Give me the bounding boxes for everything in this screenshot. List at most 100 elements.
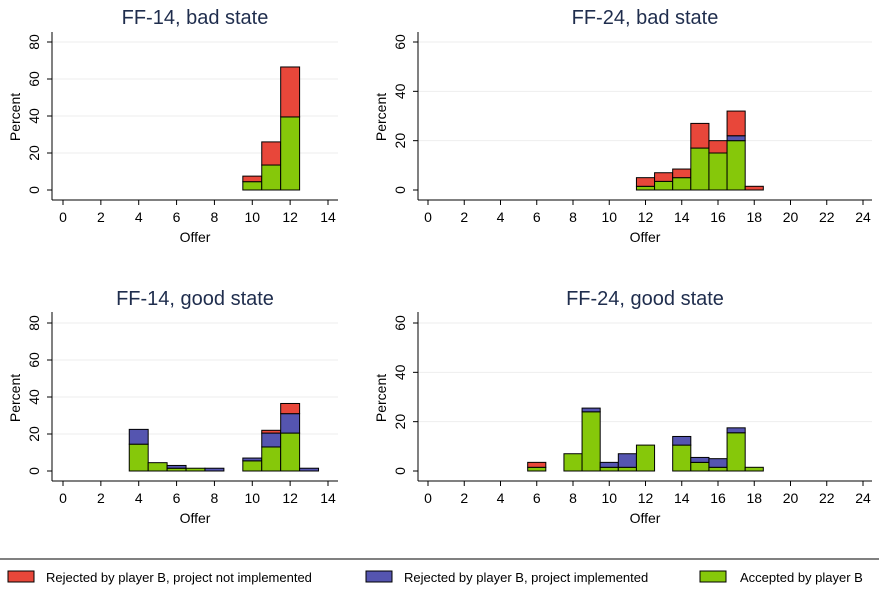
bar-rejected-by-player-b-project-not-implemented (654, 172, 674, 182)
x-tick-label: 12 (282, 490, 298, 506)
x-tick-label: 12 (282, 209, 298, 225)
bar-accepted-by-player-b (672, 177, 692, 191)
x-tick-label: 0 (424, 490, 432, 506)
x-tick-label: 4 (497, 490, 505, 506)
bar-accepted-by-player-b (280, 116, 301, 191)
x-tick-label: 10 (601, 490, 617, 506)
x-tick-label: 8 (211, 209, 219, 225)
x-tick-label: 0 (424, 209, 432, 225)
x-tick-label: 8 (211, 490, 219, 506)
x-tick-label: 4 (135, 490, 143, 506)
chart-title: FF-24, bad state (572, 7, 719, 29)
x-tick-label: 10 (244, 490, 260, 506)
bar-rejected-by-player-b-project-implemented (726, 427, 746, 434)
bar-rejected-by-player-b-project-implemented (581, 407, 601, 413)
x-axis-label: Offer (180, 510, 211, 526)
y-tick-label: 0 (392, 186, 408, 194)
bar-accepted-by-player-b (726, 432, 746, 472)
bar-rejected-by-player-b-project-implemented (280, 413, 301, 434)
bar-accepted-by-player-b (261, 164, 282, 191)
x-tick-label: 2 (460, 209, 468, 225)
y-tick-label: 80 (26, 34, 42, 50)
y-tick-label: 40 (26, 108, 42, 124)
bar-accepted-by-player-b (744, 466, 764, 472)
bar-rejected-by-player-b-project-implemented (204, 467, 225, 472)
bar-rejected-by-player-b-project-implemented (299, 467, 320, 472)
y-tick-label: 60 (26, 352, 42, 368)
bar-rejected-by-player-b-project-implemented (726, 135, 746, 142)
y-tick-label: 0 (26, 467, 42, 475)
bar-rejected-by-player-b-project-implemented (261, 432, 282, 448)
y-tick-label: 60 (26, 71, 42, 87)
x-tick-label: 6 (533, 490, 541, 506)
bar-rejected-by-player-b-project-not-implemented (242, 175, 263, 183)
legend-swatch (365, 570, 393, 583)
bar-accepted-by-player-b (599, 466, 619, 472)
bar-rejected-by-player-b-project-not-implemented (261, 429, 282, 434)
bar-rejected-by-player-b-project-implemented (617, 453, 637, 468)
x-tick-label: 2 (97, 490, 105, 506)
x-axis-label: Offer (630, 510, 661, 526)
x-tick-label: 8 (569, 209, 577, 225)
x-tick-label: 4 (497, 209, 505, 225)
x-tick-label: 4 (135, 209, 143, 225)
y-tick-label: 20 (392, 133, 408, 149)
x-tick-label: 24 (855, 209, 871, 225)
bar-rejected-by-player-b-project-not-implemented (280, 402, 301, 415)
x-tick-label: 18 (746, 209, 762, 225)
x-tick-label: 6 (173, 209, 181, 225)
chart-panel-1: FF-14, bad state 0 20 40 60 80 0 2 4 6 8 10 12 14 Offe… (7, 7, 338, 245)
bar-accepted-by-player-b (527, 466, 547, 472)
bar-accepted-by-player-b (147, 462, 168, 472)
bar-accepted-by-player-b (635, 444, 656, 472)
bar-rejected-by-player-b-project-not-implemented (261, 141, 282, 166)
y-axis-label: Percent (7, 374, 23, 422)
y-tick-label: 20 (26, 426, 42, 442)
bar-rejected-by-player-b-project-implemented (599, 461, 619, 468)
legend-item-accepted: Accepted by player B (699, 570, 863, 585)
y-tick-label: 60 (392, 315, 408, 331)
bar-accepted-by-player-b (617, 466, 637, 472)
x-tick-label: 2 (97, 209, 105, 225)
x-axis-label: Offer (630, 229, 661, 245)
x-tick-label: 0 (59, 490, 67, 506)
legend-label: Rejected by player B, project implemente… (404, 570, 648, 585)
chart-title: FF-14, bad state (122, 7, 269, 29)
chart-panel-3: FF-14, good state 0 20 40 60 80 0 2 4 6 8 10 12 14 Off… (7, 288, 338, 526)
bar-rejected-by-player-b-project-not-implemented (708, 140, 728, 154)
legend: Rejected by player B, project not implem… (7, 570, 863, 585)
legend-item-rejected-not-implemented: Rejected by player B, project not implem… (7, 570, 312, 585)
bar-rejected-by-player-b-project-not-implemented (635, 177, 656, 187)
x-tick-label: 16 (710, 490, 726, 506)
bar-rejected-by-player-b-project-implemented (242, 457, 263, 462)
y-tick-label: 0 (392, 467, 408, 475)
legend-swatch (699, 570, 727, 583)
bar-accepted-by-player-b (581, 411, 601, 472)
x-tick-label: 20 (783, 209, 799, 225)
bar-accepted-by-player-b (726, 140, 746, 191)
bar-accepted-by-player-b (261, 446, 282, 472)
x-tick-label: 6 (173, 490, 181, 506)
legend-swatch (7, 570, 35, 583)
y-tick-label: 80 (26, 315, 42, 331)
bar-rejected-by-player-b-project-not-implemented (280, 66, 301, 118)
legend-label: Rejected by player B, project not implem… (46, 570, 312, 585)
x-tick-label: 14 (674, 490, 690, 506)
x-tick-label: 12 (638, 490, 654, 506)
bar-accepted-by-player-b (635, 185, 656, 191)
bar-rejected-by-player-b-project-implemented (708, 458, 728, 468)
x-tick-label: 22 (819, 209, 835, 225)
chart-title: FF-24, good state (566, 288, 724, 310)
x-tick-label: 8 (569, 490, 577, 506)
y-tick-label: 40 (392, 364, 408, 380)
x-tick-label: 10 (244, 209, 260, 225)
bar-accepted-by-player-b (563, 453, 583, 472)
bar-rejected-by-player-b-project-not-implemented (744, 185, 764, 191)
bar-accepted-by-player-b (280, 432, 301, 472)
x-tick-label: 14 (320, 490, 336, 506)
bar-rejected-by-player-b-project-not-implemented (690, 122, 710, 149)
bar-accepted-by-player-b (672, 444, 692, 472)
x-tick-label: 14 (320, 209, 336, 225)
